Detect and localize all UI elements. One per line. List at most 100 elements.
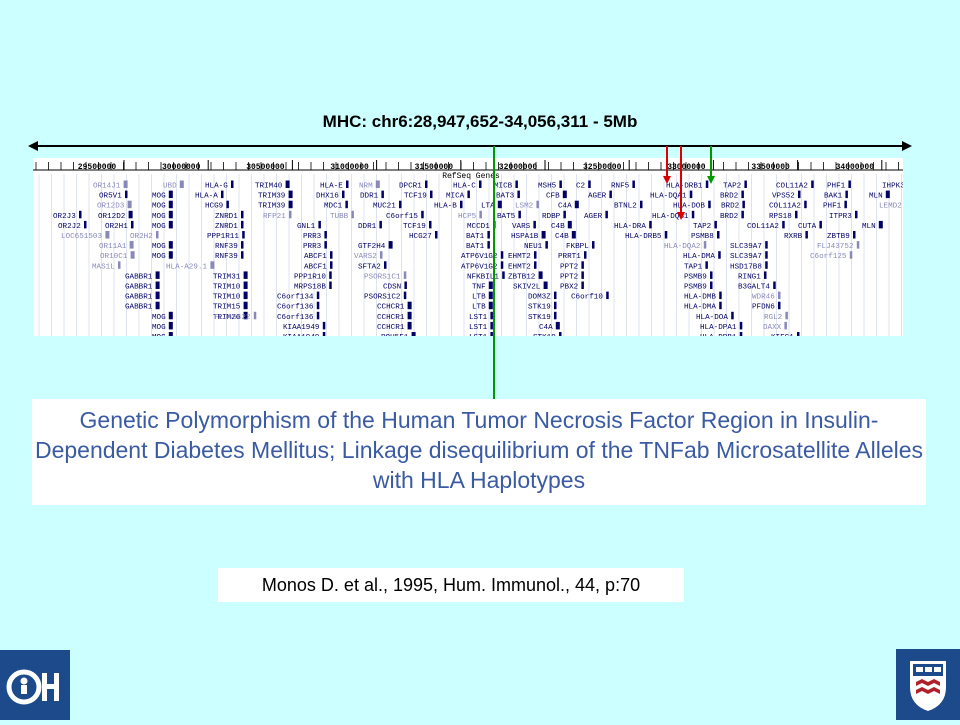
gene-label: LTB (472, 294, 486, 302)
gene-label: MOG (152, 223, 166, 231)
gene-glyph (703, 241, 707, 249)
gene-glyph (155, 281, 160, 289)
gene-label: CFB (546, 193, 560, 201)
gene-label: MUC21 (373, 203, 396, 211)
gene-label: DDR1 (360, 193, 379, 201)
gene-glyph (805, 231, 808, 239)
gene-label: CCHCR1 (377, 314, 405, 322)
gene-glyph (403, 291, 407, 300)
gene-label: HCP5 (458, 213, 477, 221)
gene-glyph (581, 271, 584, 279)
gene-label: POU5F1 (381, 334, 409, 336)
gene-label: GNL1 (297, 223, 316, 231)
gene-label: ABCF1 (304, 253, 327, 261)
gene-label: GABBR1 (125, 304, 153, 312)
gene-glyph (168, 332, 173, 336)
gene-glyph (318, 220, 321, 229)
gene-glyph (330, 261, 333, 269)
gene-label: C4A (539, 324, 553, 332)
gene-label: RNF39 (215, 253, 238, 261)
slide-title: MHC: chr6:28,947,652-34,056,311 - 5Mb (322, 112, 638, 131)
gene-glyph (488, 301, 493, 310)
gene-label: RXRB (784, 233, 803, 241)
gene-label: PPP1R11 (207, 233, 239, 241)
gene-label: PSORS1C2 (364, 294, 401, 302)
gene-label: OR10C1 (100, 253, 128, 261)
gene-glyph (490, 321, 493, 330)
gene-label: MOG (152, 213, 166, 221)
gene-label: OR2J2 (58, 223, 81, 231)
gene-label: SLC39A7 (730, 253, 762, 261)
gene-glyph (84, 220, 87, 229)
gene-glyph (346, 180, 349, 188)
gene-glyph (574, 200, 579, 209)
gene-glyph (429, 220, 432, 229)
gene-label: TNF (472, 284, 486, 292)
gene-label: PRR3 (303, 233, 322, 241)
gene-label: MOG (152, 203, 166, 211)
gene-label: KIAA1949 (283, 334, 320, 336)
gene-label: OR5V1 (99, 193, 122, 201)
gene-glyph (488, 291, 493, 300)
gene-glyph (384, 261, 387, 269)
gene-glyph (581, 281, 584, 289)
gene-glyph (795, 210, 798, 219)
gene-label: FLJ45422 (214, 314, 251, 322)
gene-glyph (856, 241, 860, 249)
ruler-tick-label: 30500000 (246, 163, 285, 172)
gene-glyph (123, 180, 128, 188)
gene-label: ZNRD1 (215, 213, 238, 221)
gene-label: OR12D2 (98, 213, 126, 221)
gene-glyph (592, 241, 595, 249)
gene-glyph (739, 321, 743, 330)
gene-glyph (764, 271, 767, 279)
gene-glyph (168, 311, 173, 320)
gene-label: STK19 (528, 314, 551, 322)
gene-label: TRIM39 (258, 203, 286, 211)
gene-glyph (563, 210, 566, 219)
gene-glyph (388, 241, 393, 249)
gene-glyph (708, 200, 711, 209)
gene-label: BRD2 (721, 203, 740, 211)
gene-glyph (403, 271, 407, 279)
gene-glyph (500, 261, 504, 269)
gene-label: BTNL2 (614, 203, 637, 211)
gene-label: HLA-C (453, 183, 476, 191)
gene-label: OR12D3 (97, 203, 125, 211)
gene-glyph (742, 200, 745, 209)
gene-glyph (819, 220, 822, 229)
gene-glyph (855, 210, 858, 219)
gene-label: RGL2 (764, 314, 783, 322)
gene-label: TRIM39 (258, 193, 286, 201)
gene-label: GABBR1 (125, 284, 153, 292)
gene-label: DOM3Z (528, 294, 551, 302)
gene-label: MRPS18B (294, 284, 326, 292)
gene-glyph (640, 200, 643, 209)
region-span-arrow (28, 141, 912, 151)
gene-label: ITPR3 (829, 213, 852, 221)
gene-label: TAP2 (723, 183, 742, 191)
gene-glyph (844, 200, 847, 209)
gene-label: HLA-DQA2 (664, 243, 701, 251)
gene-label: C6orf10 (571, 294, 603, 302)
gene-glyph (322, 321, 326, 330)
gene-glyph (714, 220, 717, 229)
gene-glyph (241, 251, 244, 259)
gene-glyph (518, 210, 521, 219)
genome-browser-track: 29500000 30000000 30500000 31000000 31500000… (33, 158, 903, 336)
gene-label: C6orf15 (386, 213, 418, 221)
gene-label: RNF39 (215, 243, 238, 251)
gene-label: COL11A2 (747, 223, 779, 231)
gene-label: HLA-DPB1 (700, 334, 737, 336)
gene-glyph (798, 190, 801, 199)
citation: Monos D. et al., 1995, Hum. Immunol., 44… (218, 568, 684, 602)
gene-glyph (584, 251, 587, 259)
gene-label: TRIM10 (213, 294, 241, 302)
gene-label: TRIM31 (213, 273, 241, 281)
gene-label: BAT1 (466, 243, 485, 251)
gene-label: TRIM10 (213, 284, 241, 292)
gene-glyph (500, 251, 504, 259)
gene-glyph (155, 291, 160, 300)
genome-browser-canvas: 29500000 30000000 30500000 31000000 31500000… (33, 160, 903, 336)
